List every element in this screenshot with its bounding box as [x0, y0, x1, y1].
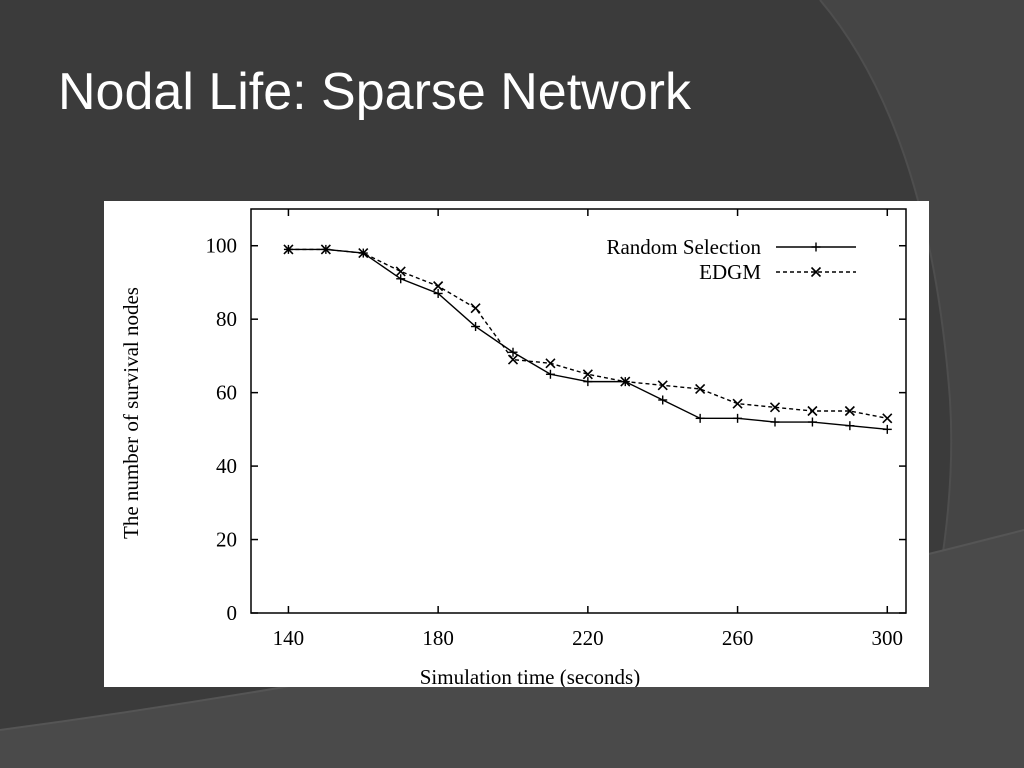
y-tick-label: 40 — [216, 454, 237, 478]
legend-label: Random Selection — [606, 235, 761, 259]
x-tick-label: 300 — [872, 626, 904, 650]
y-tick-label: 0 — [227, 601, 238, 625]
data-point-series-2 — [433, 281, 444, 292]
data-point-series-2 — [545, 358, 556, 369]
series-layer — [283, 244, 893, 434]
data-point-series-2 — [507, 354, 519, 365]
data-point-series-1 — [658, 395, 668, 405]
x-tick-label: 260 — [722, 626, 754, 650]
legend-marker — [810, 266, 822, 278]
data-point-series-1 — [545, 369, 555, 379]
data-point-series-2 — [320, 244, 331, 255]
data-point-series-1 — [845, 421, 855, 431]
data-point-series-1 — [882, 424, 892, 434]
x-tick-label: 180 — [422, 626, 454, 650]
series-line-1 — [288, 248, 888, 431]
y-tick-label: 80 — [216, 307, 237, 331]
data-point-series-2 — [358, 248, 369, 259]
data-point-series-2 — [732, 398, 743, 409]
y-tick-label: 60 — [216, 381, 237, 405]
series-line-2 — [288, 248, 888, 420]
chart-panel: 140 180 220 260 300 0 20 40 60 80 100 Random Selec… — [104, 201, 929, 687]
y-axis-label: The number of survival nodes — [119, 287, 143, 539]
data-point-series-2 — [695, 383, 706, 395]
data-point-series-2 — [807, 405, 818, 417]
data-point-series-2 — [283, 244, 294, 255]
data-point-series-2 — [470, 303, 481, 314]
axes-layer: 140 180 220 260 300 0 20 40 60 80 100 — [206, 208, 907, 650]
data-point-series-2 — [769, 402, 781, 413]
line-chart: 140 180 220 260 300 0 20 40 60 80 100 Random Selec… — [119, 208, 907, 687]
data-point-series-2 — [620, 376, 631, 387]
slide-title: Nodal Life: Sparse Network — [58, 63, 691, 121]
plot-frame — [250, 208, 907, 614]
x-axis-label: Simulation time (seconds) — [420, 665, 640, 687]
data-point-series-1 — [508, 347, 518, 357]
y-tick-label: 20 — [216, 528, 237, 552]
data-point-series-1 — [770, 417, 780, 427]
y-tick-label: 100 — [206, 234, 238, 258]
x-tick-label: 220 — [572, 626, 604, 650]
data-point-series-2 — [844, 405, 855, 417]
data-point-series-1 — [695, 413, 705, 423]
data-point-series-1 — [583, 377, 593, 387]
data-point-series-1 — [396, 274, 406, 284]
legend-marker — [811, 242, 821, 252]
data-point-series-2 — [657, 380, 668, 391]
legend-label: EDGM — [699, 260, 761, 284]
data-point-series-1 — [433, 288, 443, 298]
data-point-series-2 — [395, 266, 406, 277]
data-point-series-2 — [882, 413, 893, 424]
x-tick-label: 140 — [273, 626, 305, 650]
data-point-series-2 — [582, 369, 593, 380]
data-point-series-1 — [733, 413, 743, 423]
data-point-series-1 — [807, 417, 817, 427]
data-point-series-1 — [471, 322, 481, 332]
